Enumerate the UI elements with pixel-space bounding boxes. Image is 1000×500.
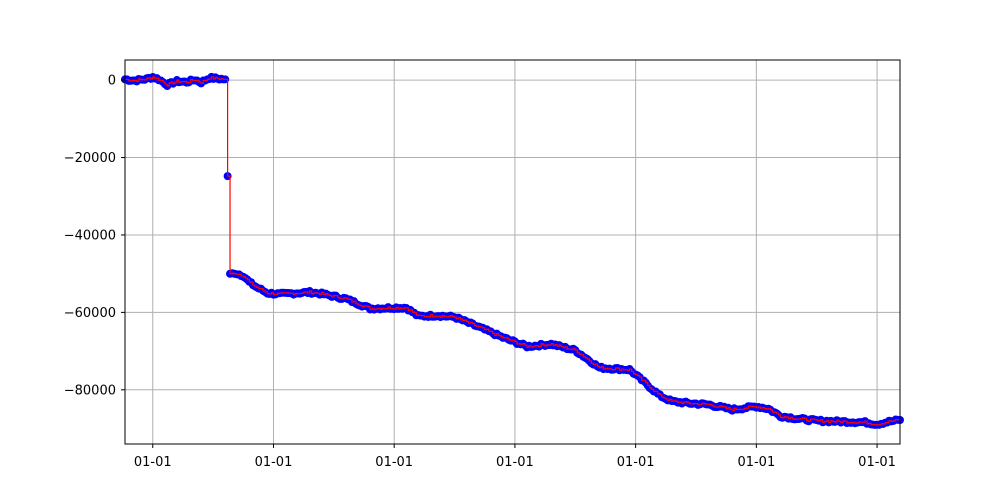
axis-ticks: [121, 79, 878, 448]
x-tick-label: 01-01: [375, 455, 413, 470]
x-tick-label: 01-01: [134, 455, 172, 470]
axis-tick-labels: 01-01 01-01 01-01 01-01 01-01 01-01 01-01 0 −200…: [64, 74, 896, 470]
x-tick-label: 01-01: [255, 455, 293, 470]
x-tick-label: 01-01: [737, 455, 775, 470]
y-tick-label: −60000: [64, 306, 116, 321]
x-tick-label: 01-01: [858, 455, 896, 470]
y-tick-label: −20000: [64, 151, 116, 166]
x-tick-label: 01-01: [617, 455, 655, 470]
y-tick-label: 0: [108, 74, 116, 89]
grid: [125, 60, 900, 444]
y-tick-label: −80000: [64, 383, 116, 398]
plot-area: [124, 59, 901, 445]
y-tick-label: −40000: [64, 228, 116, 243]
x-tick-label: 01-01: [496, 455, 534, 470]
data-series: [121, 72, 904, 429]
series-markers: [121, 72, 904, 429]
series-line: [125, 76, 901, 426]
